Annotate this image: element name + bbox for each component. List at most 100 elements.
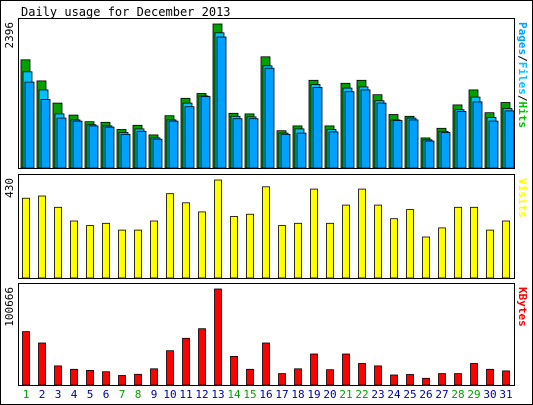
x-tick-label-day-13: 13 (211, 388, 224, 401)
legend-entry: Files (516, 62, 529, 95)
x-tick-label-day-9: 9 (151, 388, 158, 401)
bar-visits-day-12 (198, 211, 206, 279)
bar-pages-day-23 (376, 102, 387, 169)
legend-entry: Visits (516, 178, 529, 218)
x-tick-label-day-17: 17 (275, 388, 288, 401)
x-tick-label-day-23: 23 (371, 388, 384, 401)
bar-visits-day-2 (38, 195, 46, 279)
bar-pages-day-6 (104, 126, 115, 169)
x-tick-label-day-4: 4 (71, 388, 78, 401)
bar-pages-day-9 (152, 138, 163, 169)
x-tick-label-day-26: 26 (419, 388, 432, 401)
bar-kbytes-day-24 (390, 374, 398, 386)
bar-kbytes-day-12 (198, 328, 206, 386)
bar-kbytes-day-3 (54, 365, 62, 386)
bar-visits-day-27 (438, 227, 446, 279)
x-tick-label-day-30: 30 (483, 388, 496, 401)
bar-pages-day-14 (232, 118, 243, 169)
bar-pages-day-21 (344, 91, 355, 169)
bar-kbytes-day-2 (38, 342, 46, 386)
bar-kbytes-day-7 (118, 375, 126, 386)
bar-pages-day-28 (456, 111, 467, 169)
bar-pages-day-27 (440, 132, 451, 169)
legend: Visits (516, 178, 529, 218)
bar-kbytes-day-16 (262, 342, 270, 386)
bar-kbytes-day-28 (454, 373, 462, 386)
x-tick-label-day-7: 7 (119, 388, 126, 401)
bar-kbytes-day-6 (102, 371, 110, 386)
x-tick-label-day-25: 25 (403, 388, 416, 401)
x-tick-label-day-22: 22 (355, 388, 368, 401)
x-tick-label-day-3: 3 (55, 388, 62, 401)
x-tick-label-day-20: 20 (323, 388, 336, 401)
bar-kbytes-day-20 (326, 369, 334, 386)
x-tick-label-day-14: 14 (227, 388, 241, 401)
x-tick-label-day-2: 2 (39, 388, 46, 401)
bar-visits-day-30 (486, 229, 494, 279)
legend-entry: KBytes (516, 287, 529, 327)
bar-visits-day-5 (86, 225, 94, 279)
bar-pages-day-31 (504, 110, 515, 169)
bar-visits-day-15 (246, 213, 254, 279)
bar-kbytes-day-13 (214, 288, 222, 386)
bar-pages-day-8 (136, 130, 147, 169)
bar-kbytes-day-21 (342, 353, 350, 386)
legend-entry: Hits (516, 102, 529, 129)
bar-kbytes-day-5 (86, 369, 94, 386)
bar-kbytes-day-1 (22, 331, 30, 386)
x-tick-label-day-10: 10 (163, 388, 176, 401)
chart-title: Daily usage for December 2013 (21, 5, 231, 19)
bar-kbytes-day-9 (150, 368, 158, 386)
bar-visits-day-20 (326, 222, 334, 279)
bar-kbytes-day-23 (374, 365, 382, 386)
bar-visits-day-26 (422, 236, 430, 279)
chart-panel-3: 100666 KBytes (3, 283, 529, 386)
bar-kbytes-day-29 (470, 363, 478, 386)
bar-pages-day-13 (216, 36, 227, 169)
bar-kbytes-day-17 (278, 373, 286, 386)
x-tick-label-day-21: 21 (339, 388, 352, 401)
x-tick-label-day-31: 31 (499, 388, 512, 401)
bar-kbytes-day-10 (166, 350, 174, 386)
bar-pages-day-11 (184, 106, 195, 169)
x-tick-label-day-28: 28 (451, 388, 464, 401)
x-tick-label-day-27: 27 (435, 388, 448, 401)
bar-visits-day-23 (374, 204, 382, 279)
bar-pages-day-22 (360, 89, 371, 169)
x-tick-label-day-12: 12 (195, 388, 208, 401)
y-max-label: 2396 (3, 22, 16, 49)
bar-kbytes-day-25 (406, 374, 414, 386)
bar-kbytes-day-11 (182, 337, 190, 386)
bar-visits-day-24 (390, 218, 398, 279)
x-tick-label-day-1: 1 (23, 388, 30, 401)
bar-pages-day-24 (392, 120, 403, 169)
x-tick-label-day-29: 29 (467, 388, 480, 401)
bar-kbytes-day-30 (486, 368, 494, 386)
bar-visits-day-16 (262, 186, 270, 279)
bar-kbytes-day-27 (438, 373, 446, 386)
bar-pages-day-10 (168, 120, 179, 169)
y-max-label: 430 (3, 178, 16, 198)
legend-entry: / (516, 95, 529, 102)
chart-panel-2: 430 Visits (3, 174, 529, 279)
bar-pages-day-7 (120, 133, 131, 169)
x-tick-label-day-8: 8 (135, 388, 142, 401)
bar-pages-day-20 (328, 131, 339, 169)
x-tick-label-day-6: 6 (103, 388, 110, 401)
bar-pages-day-15 (248, 118, 259, 169)
chart-panel-1: 2396 Pages/Files/Hits (3, 18, 529, 169)
x-tick-label-day-18: 18 (291, 388, 304, 401)
x-tick-label-day-24: 24 (387, 388, 401, 401)
bar-pages-day-18 (296, 132, 307, 169)
x-tick-label-day-11: 11 (179, 388, 192, 401)
legend: Pages/Files/Hits (516, 22, 529, 128)
bar-visits-day-13 (214, 179, 222, 279)
bar-visits-day-14 (230, 216, 238, 279)
x-tick-label-day-15: 15 (243, 388, 256, 401)
bar-pages-day-12 (200, 96, 211, 169)
bar-kbytes-day-8 (134, 373, 142, 386)
bar-kbytes-day-22 (358, 363, 366, 386)
bar-visits-day-3 (54, 206, 62, 279)
x-tick-label-day-16: 16 (259, 388, 272, 401)
